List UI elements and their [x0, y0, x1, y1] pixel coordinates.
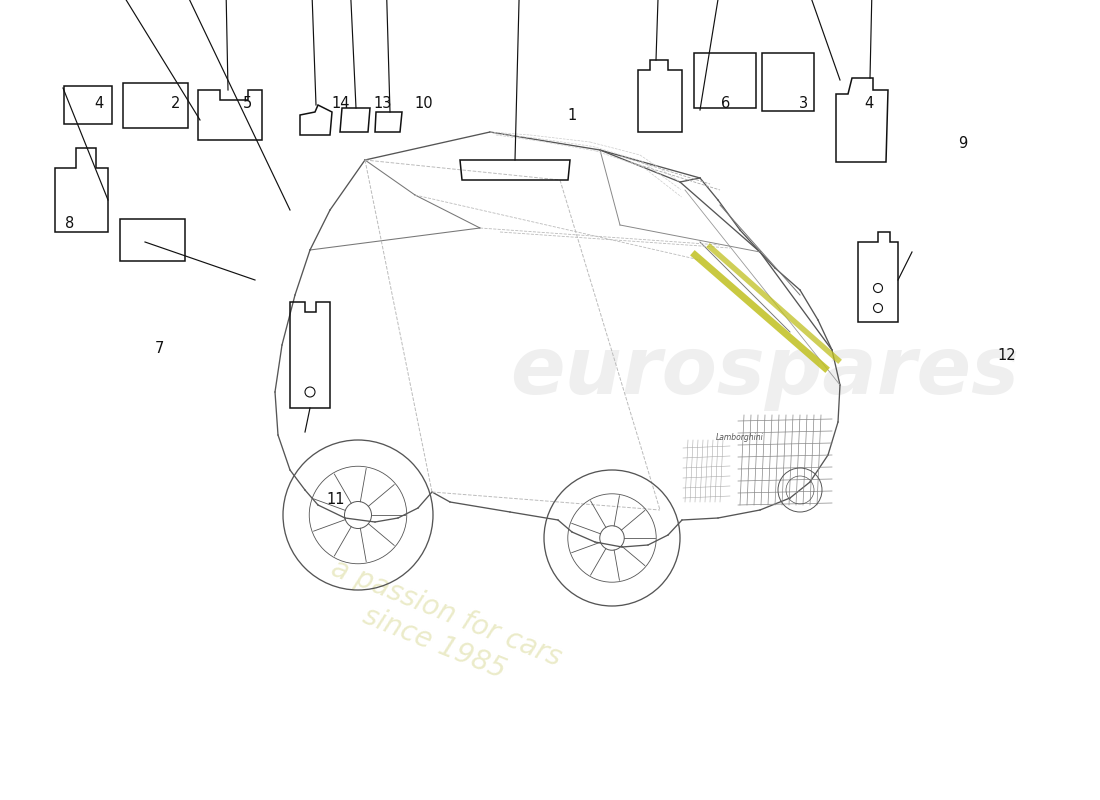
Text: 8: 8 [65, 217, 74, 231]
Bar [762, 53, 814, 111]
Text: 9: 9 [958, 137, 967, 151]
Bar [64, 86, 112, 124]
Text: 7: 7 [155, 341, 164, 355]
Text: 10: 10 [415, 97, 432, 111]
Text: 5: 5 [243, 97, 252, 111]
Bar [694, 53, 756, 107]
Text: 11: 11 [327, 493, 344, 507]
Text: 4: 4 [95, 97, 103, 111]
Text: 12: 12 [998, 349, 1015, 363]
Text: a passion for cars
since 1985: a passion for cars since 1985 [315, 554, 565, 702]
Text: 2: 2 [172, 97, 180, 111]
Bar [120, 219, 185, 261]
Text: Lamborghini: Lamborghini [716, 434, 763, 442]
Text: 14: 14 [332, 97, 350, 111]
Text: eurospares: eurospares [510, 333, 1019, 411]
Text: 4: 4 [865, 97, 873, 111]
Text: 3: 3 [799, 97, 807, 111]
Text: 6: 6 [722, 97, 730, 111]
Bar [122, 82, 187, 127]
Text: 1: 1 [568, 109, 576, 123]
Text: 13: 13 [374, 97, 392, 111]
